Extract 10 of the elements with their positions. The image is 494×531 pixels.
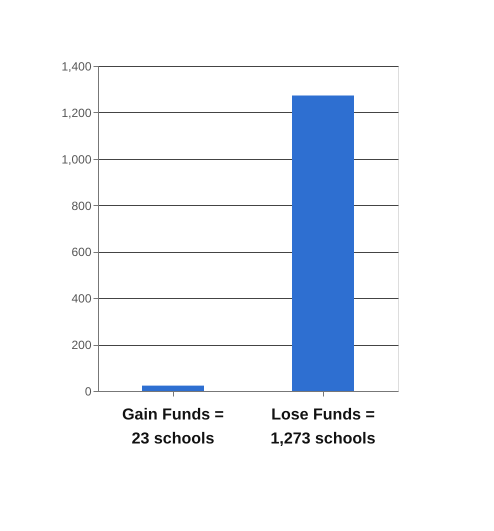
y-tick-label: 600 [71,245,92,260]
y-tick-label: 800 [71,198,92,213]
x-tick-label: Gain Funds = 23 schools [122,406,224,448]
y-tick-label: 400 [71,292,92,306]
y-tick-label: 200 [71,338,92,352]
y-tick-label: 0 [84,384,92,398]
y-tick-label: 1,400 [61,60,92,74]
y-tick-label: 1,000 [61,152,92,166]
x-tick-label: Lose Funds = 1,273 schools [270,406,376,448]
y-tick-label: 1,200 [61,106,92,120]
